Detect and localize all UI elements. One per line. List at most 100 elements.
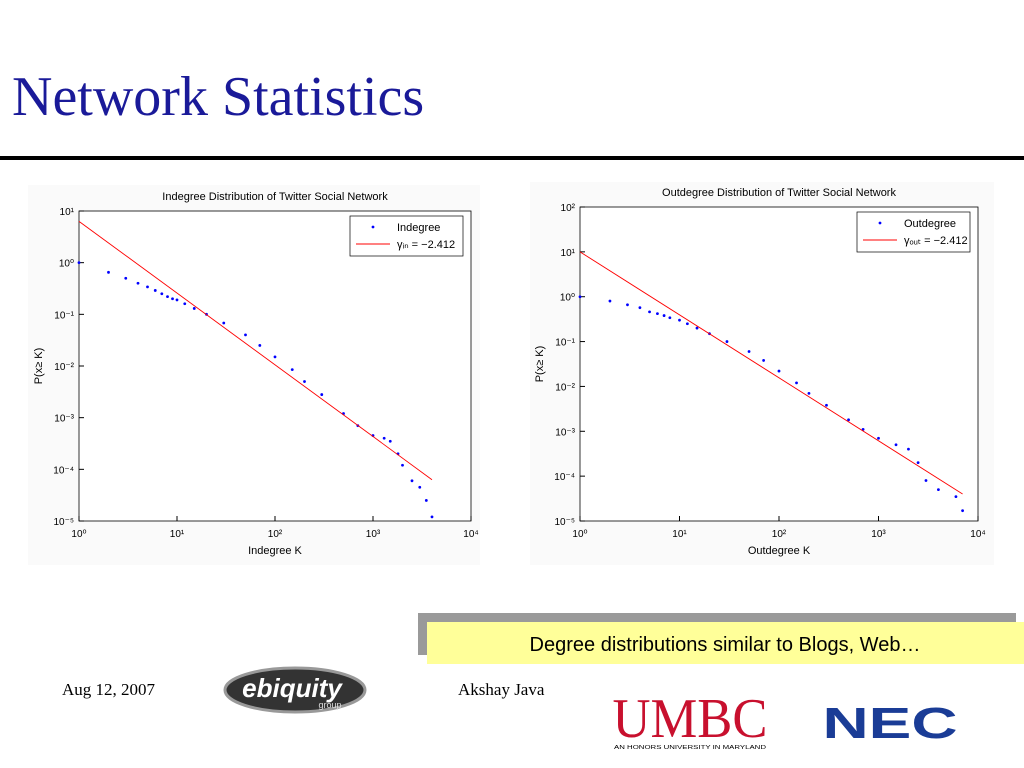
data-point [183,302,187,306]
data-point [424,499,428,502]
y-tick-label: 10⁻⁵ [53,517,74,528]
ebiquity-logo [223,666,367,714]
data-point [578,295,582,299]
data-point [290,368,294,372]
legend-label: γₒᵤₜ = −2.412 [904,235,968,247]
legend [349,215,464,257]
y-tick-label: 10⁰ [560,293,575,304]
x-tick-label: 10³ [871,529,886,540]
ebiquity-logo-text: ebiquity [242,673,343,703]
x-tick-label: 10¹ [170,529,185,540]
callout-box [427,622,1024,664]
data-point [685,322,689,326]
plot-area [579,206,979,522]
data-point [401,463,404,467]
legend-swatch [371,225,375,229]
data-point [695,326,699,330]
data-point [388,439,392,443]
x-tick-label: 10¹ [672,529,687,540]
data-point [825,403,828,407]
y-tick-label: 10⁻⁴ [554,472,575,483]
data-point [608,299,612,303]
data-point [244,333,247,337]
footer-date: Aug 12, 2007 [62,680,156,699]
data-point [662,314,666,317]
data-point [160,292,164,296]
data-point [77,261,81,265]
chart-title: Outdegree Distribution of Twitter Social… [662,187,896,199]
y-tick-label: 10⁻³ [555,427,575,438]
y-axis-label: P(x≥ K) [33,348,45,385]
y-tick-label: 10⁻³ [54,414,74,425]
data-point [954,495,958,498]
fit-line [579,251,963,495]
data-point [807,391,811,395]
x-axis-label: Outdegree K [748,545,811,557]
umbc-logo: UMBC [613,688,768,750]
x-tick-label: 10⁴ [970,529,985,540]
x-tick-label: 10⁰ [572,529,587,540]
y-tick-label: 10⁻¹ [555,338,575,349]
x-tick-label: 10³ [366,529,381,540]
data-point [418,485,422,489]
data-point [961,509,964,513]
legend-label: γᵢₙ = −2.412 [397,239,455,251]
data-point [146,285,149,289]
umbc-logo-sub: AN HONORS UNIVERSITY IN MARYLAND [614,745,767,751]
x-axis-label: Indegree K [248,545,302,557]
data-point [626,303,629,307]
data-point [777,369,781,373]
footer-author: Akshay Java [458,680,545,699]
fit-line [78,221,433,481]
data-point [273,355,277,359]
y-tick-label: 10² [561,203,576,214]
legend [856,211,971,253]
data-point [668,316,672,320]
data-point [166,295,169,299]
data-point [382,436,386,440]
x-tick-label: 10⁰ [71,529,86,540]
data-point [648,310,651,314]
y-tick-label: 10⁻⁴ [53,465,74,476]
data-point [222,321,226,325]
data-point [916,461,920,465]
x-tick-label: 10² [268,529,283,540]
y-tick-label: 10⁻⁵ [554,517,575,528]
y-tick-label: 10⁰ [59,259,74,270]
data-point [762,359,765,362]
y-tick-label: 10⁻² [555,382,575,393]
data-point [153,289,157,292]
ebiquity-logo-sub: group [318,700,341,710]
data-point [192,307,196,310]
title-rule [0,156,1024,160]
data-point [410,479,414,483]
data-point [171,297,174,301]
y-tick-label: 10¹ [561,248,576,259]
y-tick-label: 10⁻¹ [54,310,74,321]
y-axis-label: P(x≥ K) [534,346,546,383]
x-tick-label: 10⁴ [463,529,478,540]
data-point [320,393,324,396]
data-point [107,270,110,274]
data-point [795,381,798,385]
y-tick-label: 10⁻² [54,362,74,373]
data-point [725,340,729,343]
data-point [258,344,262,347]
x-tick-label: 10² [772,529,787,540]
data-point [907,447,910,451]
data-point [656,312,659,316]
data-point [175,298,179,302]
callout-text: Degree distributions similar to Blogs, W… [530,634,921,656]
data-point [430,515,434,519]
plot-area [78,210,472,522]
y-tick-label: 10¹ [60,207,75,218]
nec-logo: NEC [823,699,958,748]
legend-swatch [878,221,882,225]
data-point [924,479,928,482]
data-point [136,281,140,285]
data-point [937,488,940,492]
data-point [678,318,681,322]
legend-label: Indegree [397,222,440,234]
